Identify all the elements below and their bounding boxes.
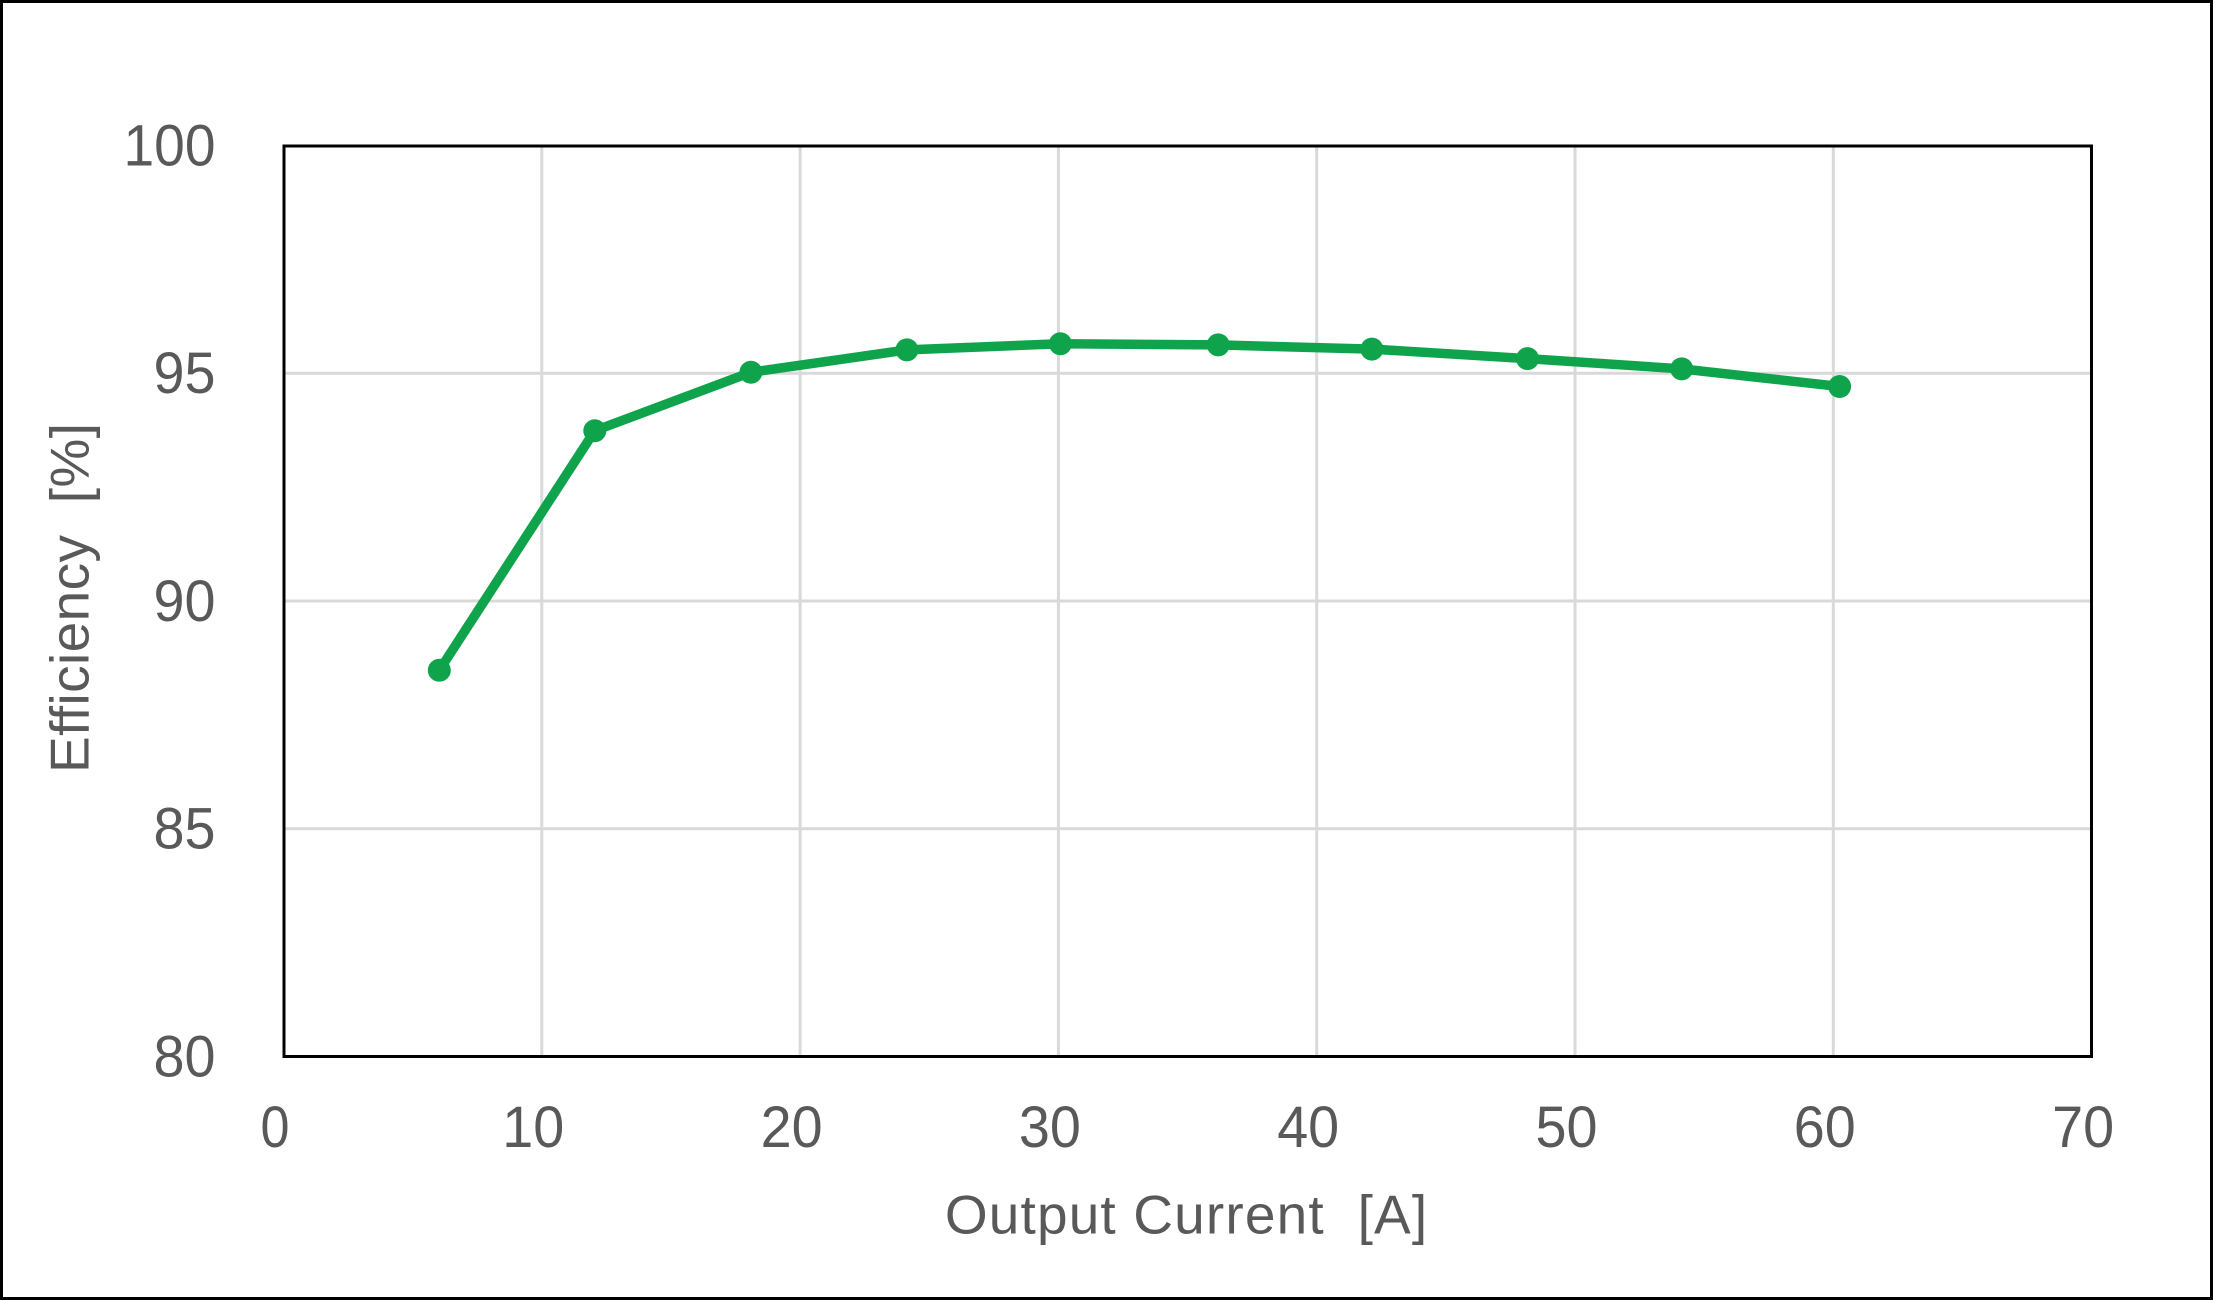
svg-text:30: 30 [1019, 1095, 1081, 1160]
svg-text:80: 80 [154, 1024, 216, 1089]
svg-text:90: 90 [154, 569, 216, 634]
svg-text:85: 85 [154, 797, 216, 862]
svg-text:20: 20 [761, 1095, 823, 1160]
svg-text:60: 60 [1794, 1095, 1856, 1160]
svg-text:40: 40 [1277, 1095, 1339, 1160]
svg-text:70: 70 [2052, 1095, 2114, 1160]
svg-text:100: 100 [124, 113, 216, 178]
svg-text:50: 50 [1536, 1095, 1598, 1160]
svg-text:Output Current [A]: Output Current [A] [945, 1184, 1428, 1246]
svg-text:10: 10 [502, 1095, 564, 1160]
svg-text:95: 95 [154, 341, 216, 406]
svg-text:0: 0 [261, 1095, 290, 1160]
svg-text:Efficiency [%]: Efficiency [%] [39, 423, 101, 773]
